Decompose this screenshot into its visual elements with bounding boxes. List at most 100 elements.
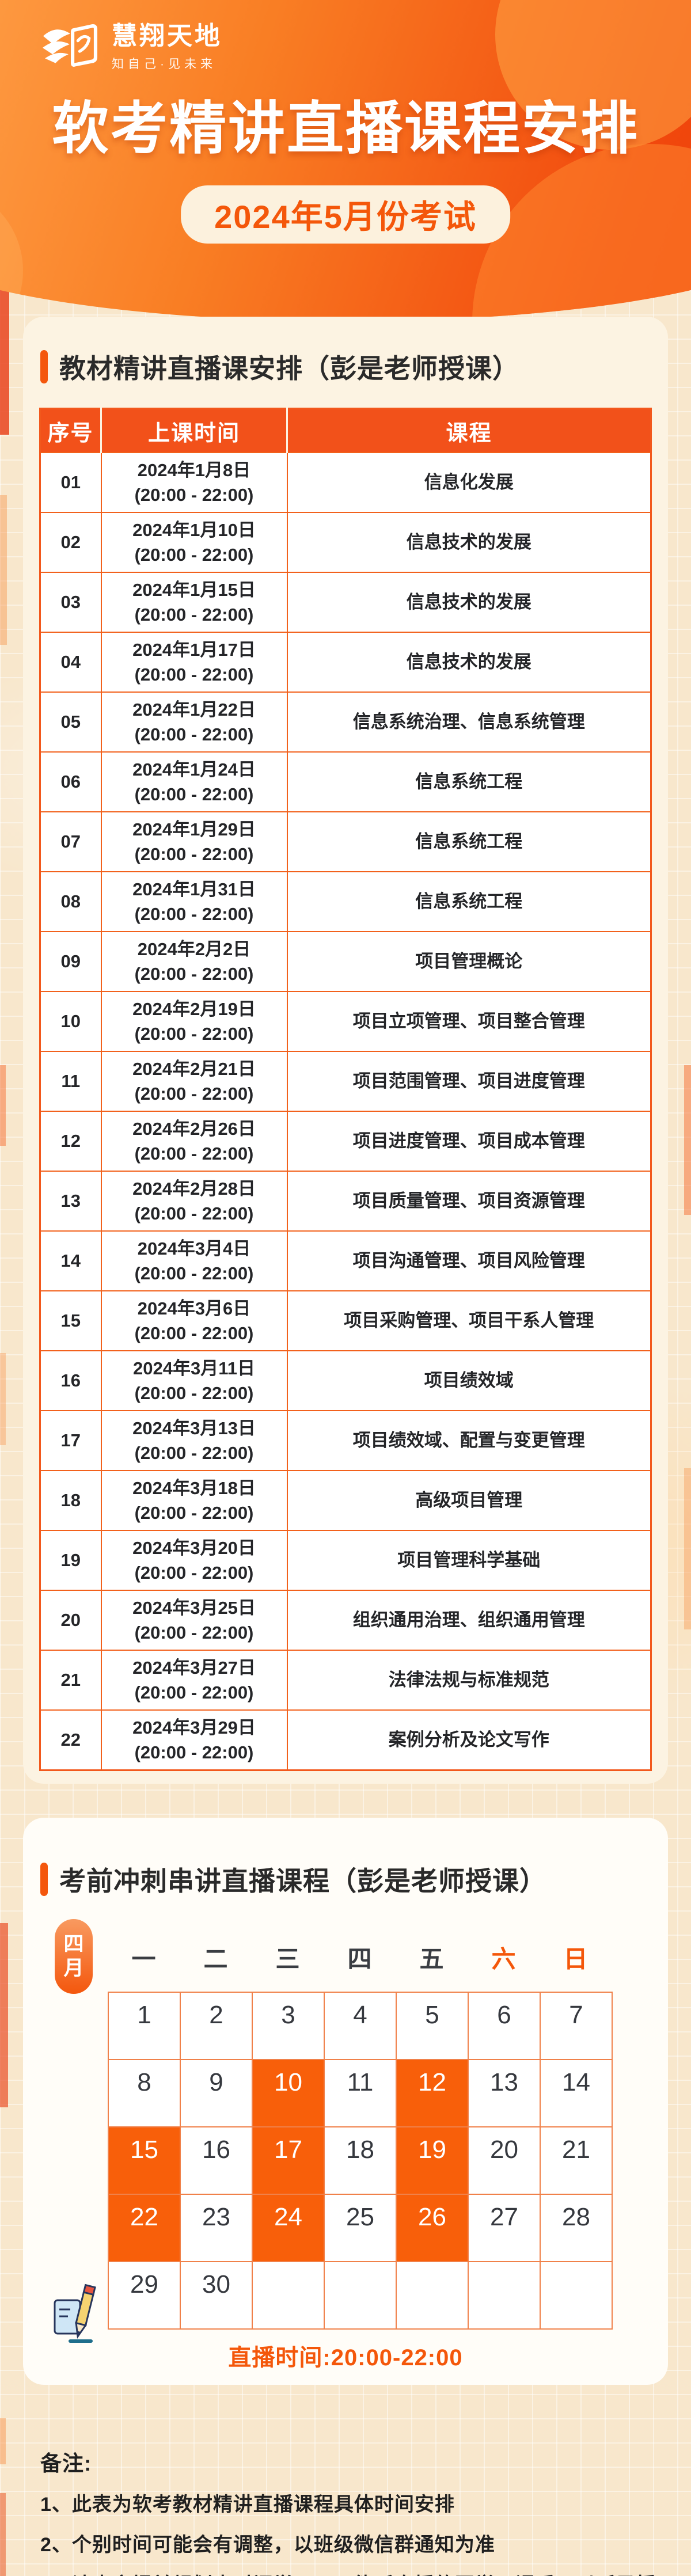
calendar-empty-cell [541, 2262, 613, 2330]
row-time: 2024年1月29日 (20:00 - 22:00) [100, 811, 288, 872]
schedule-row: 20 2024年3月25日 (20:00 - 22:00) 组织通用治理、组织通用管理 [39, 1590, 652, 1651]
schedule-row: 19 2024年3月20日 (20:00 - 22:00) 项目管理科学基础 [39, 1530, 652, 1591]
calendar-day-16: 16 [181, 2127, 253, 2195]
row-course: 组织通用治理、组织通用管理 [286, 1590, 652, 1651]
row-course: 案例分析及论文写作 [286, 1709, 652, 1771]
row-number: 02 [39, 512, 102, 573]
note-item: 1、此表为软考教材精讲直播课程具体时间安排 [40, 2494, 455, 2516]
calendar-day-4: 4 [325, 1993, 397, 2060]
calendar-day-10: 10 [253, 2060, 325, 2127]
row-number: 08 [39, 871, 102, 932]
row-course: 信息技术的发展 [286, 632, 652, 693]
schedule-row: 10 2024年2月19日 (20:00 - 22:00) 项目立项管理、项目整合管理 [39, 991, 652, 1052]
row-number: 16 [39, 1350, 102, 1411]
calendar-empty-cell [253, 2262, 325, 2330]
schedule-row: 04 2024年1月17日 (20:00 - 22:00) 信息技术的发展 [39, 632, 652, 693]
calendar-day-9: 9 [181, 2060, 253, 2127]
schedule-table: 序号 上课时间 课程 01 2024年1月8日 (20:00 - 22:00) 信息化… [39, 408, 652, 1771]
row-date: 2024年3月13日 [132, 1418, 256, 1438]
row-time: 2024年3月4日 (20:00 - 22:00) [100, 1230, 288, 1291]
live-time-note: 直播时间:20:00-22:00 [228, 2345, 463, 2370]
row-number: 03 [39, 572, 102, 633]
weekday-header-row: 一二三四五六日 [108, 1940, 612, 1975]
row-time: 2024年1月15日 (20:00 - 22:00) [100, 572, 288, 633]
notes-section: 备注: 1、此表为软考教材精讲直播课程具体时间安排 2、个别时间可能会有调整，以… [40, 2446, 662, 2576]
row-hours: (20:00 - 22:00) [134, 1203, 254, 1224]
row-course: 信息化发展 [286, 452, 652, 513]
row-hours: (20:00 - 22:00) [134, 1024, 254, 1044]
row-time: 2024年3月29日 (20:00 - 22:00) [100, 1709, 288, 1771]
row-course: 项目沟通管理、项目风险管理 [286, 1230, 652, 1291]
schedule-row: 05 2024年1月22日 (20:00 - 22:00) 信息系统治理、信息系统管理 [39, 692, 652, 753]
row-course: 信息系统工程 [286, 751, 652, 812]
poster-title: 软考精讲直播课程安排 [52, 96, 639, 160]
calendar-empty-cell [397, 2262, 469, 2330]
row-date: 2024年1月15日 [132, 579, 256, 600]
month-pill: 四月 [55, 1919, 93, 1994]
schedule-row: 18 2024年3月18日 (20:00 - 22:00) 高级项目管理 [39, 1470, 652, 1531]
weekday-label: 五 [419, 1946, 444, 1973]
schedule-row: 12 2024年2月26日 (20:00 - 22:00) 项目进度管理、项目成本管理 [39, 1111, 652, 1172]
row-hours: (20:00 - 22:00) [134, 1563, 254, 1583]
calendar-day-14: 14 [541, 2060, 613, 2127]
calendar-day-19: 19 [397, 2127, 469, 2195]
note-item: 3、请大家提前规划出时间学习，不能听直播的同学，课后可以听录播课程 [40, 2569, 662, 2576]
calendar-empty-cell [469, 2262, 541, 2330]
row-course: 法律法规与标准规范 [286, 1650, 652, 1711]
calendar-day-7: 7 [541, 1993, 613, 2060]
row-date: 2024年2月28日 [132, 1178, 256, 1199]
row-course: 项目进度管理、项目成本管理 [286, 1111, 652, 1172]
calendar-day-5: 5 [397, 1993, 469, 2060]
row-date: 2024年1月29日 [132, 819, 256, 839]
row-time: 2024年3月11日 (20:00 - 22:00) [100, 1350, 288, 1411]
calendar-day-6: 6 [469, 1993, 541, 2060]
schedule-row: 13 2024年2月28日 (20:00 - 22:00) 项目质量管理、项目资源管理 [39, 1171, 652, 1232]
row-course: 项目立项管理、项目整合管理 [286, 991, 652, 1052]
schedule-row: 03 2024年1月15日 (20:00 - 22:00) 信息技术的发展 [39, 572, 652, 633]
row-time: 2024年2月28日 (20:00 - 22:00) [100, 1171, 288, 1232]
calendar-day-21: 21 [541, 2127, 613, 2195]
schedule-row: 21 2024年3月27日 (20:00 - 22:00) 法律法规与标准规范 [39, 1650, 652, 1711]
row-number: 15 [39, 1290, 102, 1351]
row-number: 20 [39, 1590, 102, 1651]
row-hours: (20:00 - 22:00) [134, 784, 254, 804]
weekday-label: 日 [563, 1946, 588, 1973]
row-course: 信息系统治理、信息系统管理 [286, 692, 652, 753]
edge-accent [0, 1353, 6, 1445]
row-time: 2024年2月21日 (20:00 - 22:00) [100, 1051, 288, 1112]
row-time: 2024年2月26日 (20:00 - 22:00) [100, 1111, 288, 1172]
exam-date-badge: 2024年5月份考试 [181, 185, 510, 244]
calendar-day-2: 2 [181, 1993, 253, 2060]
row-course: 项目绩效域 [286, 1350, 652, 1411]
row-date: 2024年1月8日 [137, 459, 251, 480]
row-time: 2024年2月2日 (20:00 - 22:00) [100, 931, 288, 992]
schedule-row: 16 2024年3月11日 (20:00 - 22:00) 项目绩效域 [39, 1350, 652, 1411]
schedule-row: 22 2024年3月29日 (20:00 - 22:00) 案例分析及论文写作 [39, 1709, 652, 1771]
row-time: 2024年1月22日 (20:00 - 22:00) [100, 692, 288, 753]
edge-accent [0, 2418, 6, 2464]
row-date: 2024年3月11日 [133, 1358, 255, 1378]
row-time: 2024年1月17日 (20:00 - 22:00) [100, 632, 288, 693]
row-time: 2024年3月6日 (20:00 - 22:00) [100, 1290, 288, 1351]
calendar-day-27: 27 [469, 2195, 541, 2262]
schedule-row: 08 2024年1月31日 (20:00 - 22:00) 信息系统工程 [39, 871, 652, 932]
row-hours: (20:00 - 22:00) [134, 1742, 254, 1762]
row-time: 2024年3月27日 (20:00 - 22:00) [100, 1650, 288, 1711]
notes-heading: 备注: [40, 2452, 92, 2475]
row-date: 2024年3月6日 [137, 1298, 251, 1319]
row-time: 2024年2月19日 (20:00 - 22:00) [100, 991, 288, 1052]
row-time: 2024年1月24日 (20:00 - 22:00) [100, 751, 288, 812]
row-date: 2024年2月19日 [132, 998, 256, 1019]
row-number: 17 [39, 1410, 102, 1471]
schedule-row: 07 2024年1月29日 (20:00 - 22:00) 信息系统工程 [39, 811, 652, 872]
column-header-no: 序号 [40, 408, 101, 453]
calendar-day-13: 13 [469, 2060, 541, 2127]
note-item: 2、个别时间可能会有调整，以班级微信群通知为准 [40, 2534, 495, 2556]
column-header-course: 课程 [286, 408, 651, 453]
calendar-day-18: 18 [325, 2127, 397, 2195]
row-hours: (20:00 - 22:00) [134, 1084, 254, 1104]
row-course: 项目采购管理、项目干系人管理 [286, 1290, 652, 1351]
row-number: 13 [39, 1171, 102, 1232]
